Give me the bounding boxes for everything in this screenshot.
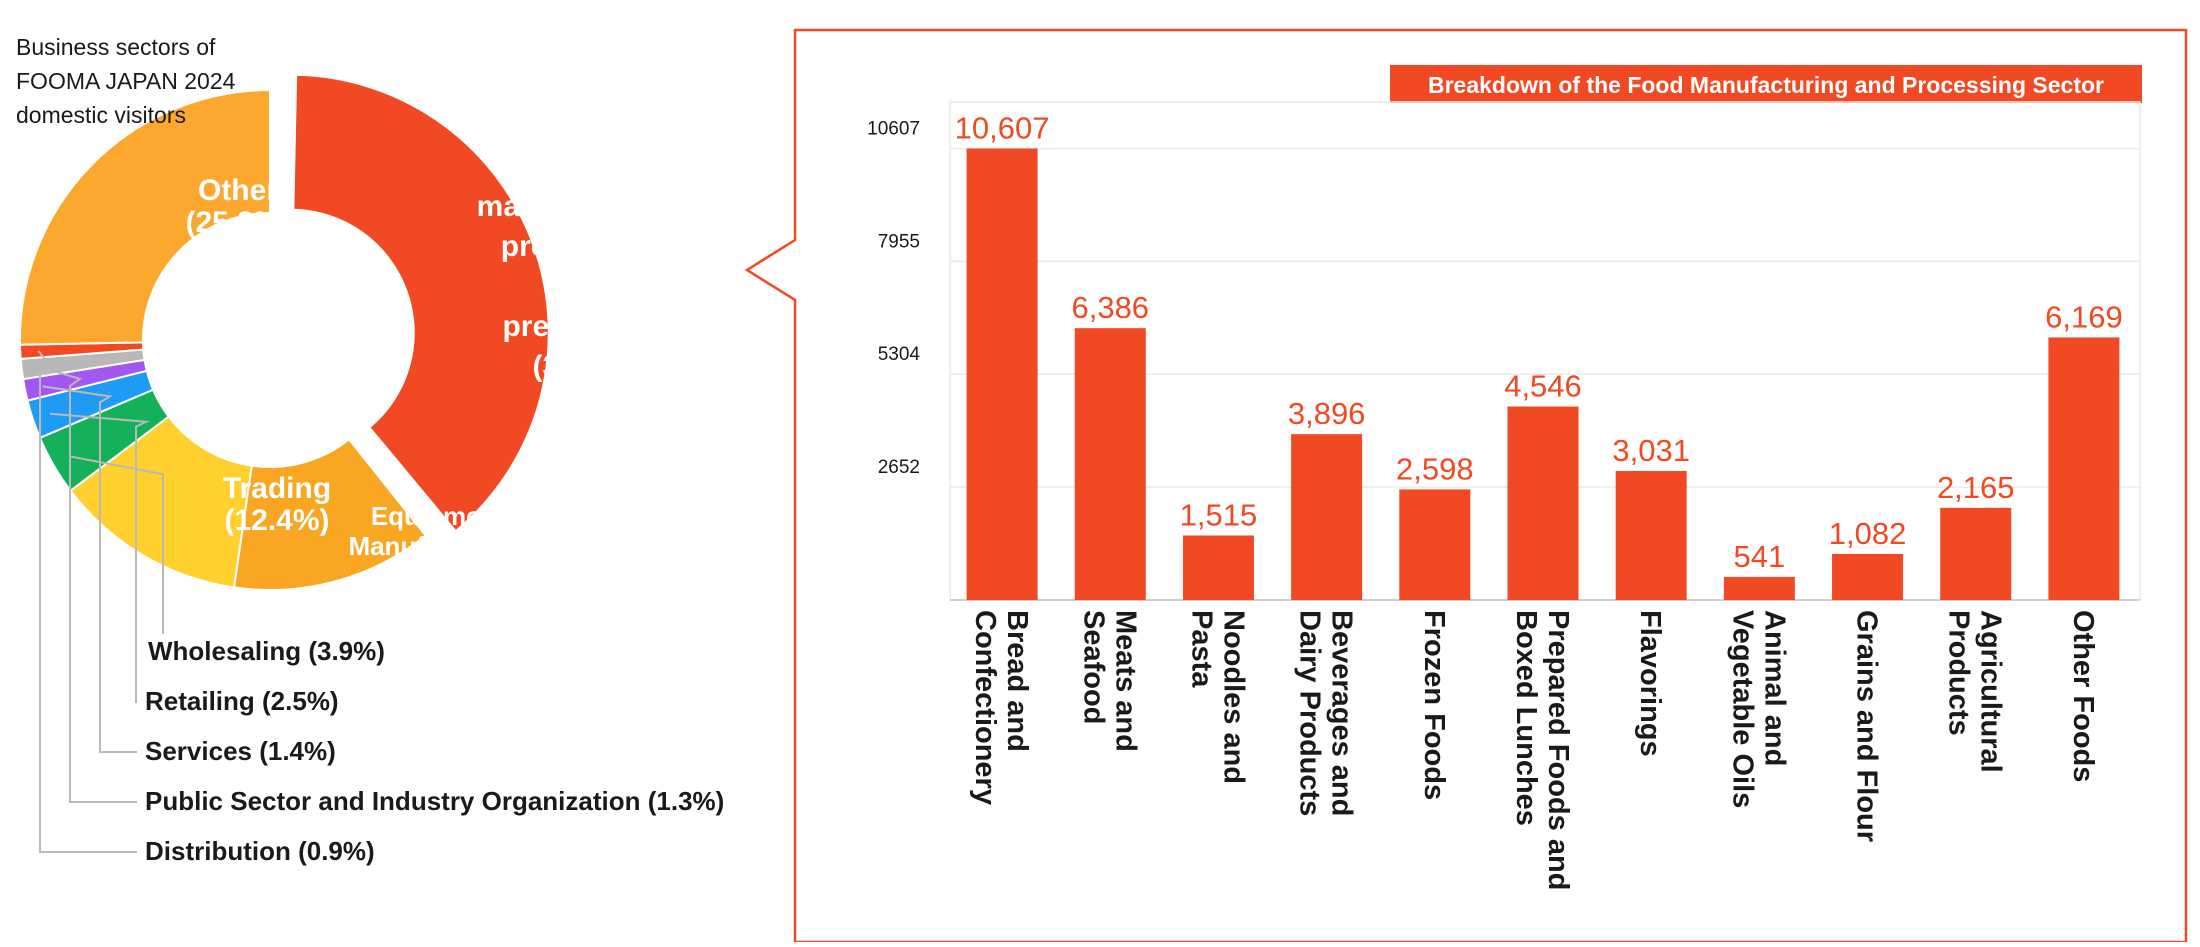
bar-chart-title: Breakdown of the Food Manufacturing and … (1390, 65, 2142, 103)
bar-value-label: 2,598 (1396, 451, 1474, 486)
bar (1832, 553, 1904, 600)
y-tick-label: 2652 (878, 457, 920, 478)
x-category-label: Other Foods (2067, 610, 2099, 782)
x-category-label: Flavorings (1634, 610, 1666, 757)
donut-label-other: Other (25.3%) (185, 174, 290, 239)
x-category-label: Grains and Flour (1851, 610, 1883, 842)
bar (1940, 507, 2012, 600)
x-category-label: Noodles andPasta (1185, 610, 1249, 784)
x-category-label: AgriculturalProducts (1943, 610, 2007, 773)
donut-title-line-3: domestic visitors (16, 102, 186, 128)
y-tick-label: 10607 (867, 119, 920, 140)
leader-line-services (42, 385, 137, 753)
legend-label-wholesaling: Wholesaling (3.9%) (148, 636, 385, 666)
bar-value-label: 3,896 (1288, 396, 1366, 431)
bar-value-label: 1,515 (1180, 498, 1258, 533)
legend-label-public: Public Sector and Industry Organization … (145, 786, 724, 816)
bar-value-label: 3,031 (1612, 433, 1690, 468)
bar (2048, 337, 2120, 600)
leader-line-retailing (49, 412, 150, 703)
bar (1074, 328, 1146, 600)
y-tick-label: 7955 (878, 231, 920, 252)
bar (1399, 489, 1471, 600)
bar-title-text: Breakdown of the Food Manufacturing and … (1428, 72, 2104, 98)
y-tick-label: 5304 (878, 344, 921, 365)
x-category-label: Bread andConfectionery (969, 610, 1033, 805)
donut-chart-title: Business sectors of FOOMA JAPAN 2024 dom… (16, 30, 276, 132)
bar-value-label: 6,386 (1071, 290, 1149, 325)
donut-label-food: Food manufacturing, processing, and preparat… (477, 150, 694, 383)
donut-chart: Food manufacturing, processing, and preparat… (19, 73, 694, 591)
x-category-label: Meats andSeafood (1077, 610, 1141, 752)
bar-value-label: 541 (1733, 539, 1785, 574)
donut-slice-food (292, 73, 550, 533)
donut-title-line-2: FOOMA JAPAN 2024 (16, 68, 236, 94)
legend-label-services: Services (1.4%) (145, 736, 336, 766)
bar-value-label: 10,607 (955, 111, 1050, 146)
donut-title-line-1: Business sectors of (16, 34, 216, 60)
leader-line-public (39, 365, 137, 803)
donut-slice-other (19, 88, 271, 346)
bar-value-label: 2,165 (1937, 470, 2015, 505)
bar (1507, 406, 1579, 600)
bar (1291, 434, 1363, 600)
bar-title-banner (1390, 65, 2142, 103)
bar-value-label: 4,546 (1504, 369, 1582, 404)
donut-label-trading: Trading (12.4%) (223, 472, 331, 537)
x-category-label: Frozen Foods (1418, 610, 1450, 800)
bar (966, 148, 1038, 600)
x-category-label: Animal andVegetable Oils (1726, 610, 1790, 808)
x-category-label: Beverages andDairy Products (1294, 610, 1358, 816)
leader-line-distribution (37, 350, 137, 853)
bar (1182, 535, 1254, 600)
legend-label-distribution: Distribution (0.9%) (145, 836, 375, 866)
legend-label-retailing: Retailing (2.5%) (145, 686, 339, 716)
bar (1615, 470, 1687, 600)
donut-legend: Wholesaling (3.9%) Retailing (2.5%) Servic… (37, 350, 724, 866)
donut-label-equipment: Equipment Manufacturing (13.0%) (348, 501, 527, 591)
x-category-label: Prepared Foods andBoxed Lunches (1510, 610, 1574, 890)
bars: 10,607 Bread andConfectionery 6,386 Meats a… (955, 111, 2123, 891)
bar-value-label: 6,169 (2045, 299, 2123, 334)
bar-value-label: 1,082 (1829, 516, 1907, 551)
callout-box (744, 28, 2188, 944)
bar (1723, 576, 1795, 600)
